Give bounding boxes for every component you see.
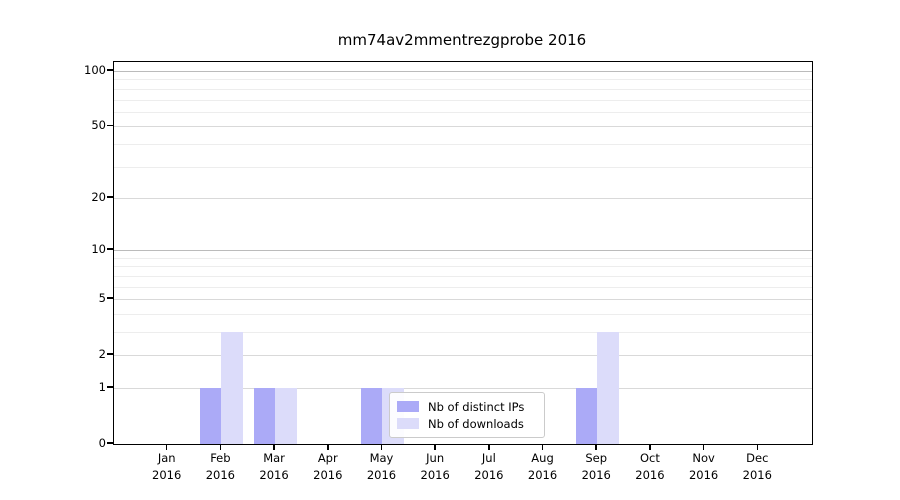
y-tick-mark [107, 353, 113, 355]
x-tick-mark [756, 444, 759, 450]
x-tick-mark [380, 444, 383, 450]
legend-swatch-distinct-ips [397, 401, 419, 412]
bar-downloads-mar [275, 387, 297, 444]
y-tick-label: 50 [91, 118, 106, 133]
x-tick-label-mar: Mar 2016 [259, 451, 289, 482]
x-tick-label-oct: Oct 2016 [635, 451, 665, 482]
chart-title: mm74av2mmentrezgprobe 2016 [337, 31, 587, 49]
y-tick-label: 1 [98, 379, 106, 394]
bar-downloads-sep [597, 331, 619, 444]
x-tick-label-sep: Sep 2016 [581, 451, 611, 482]
minor-gridline [114, 88, 812, 90]
major-gridline [114, 250, 812, 252]
x-tick-label-aug: Aug 2016 [527, 451, 558, 482]
bar-distinct-ips-sep [575, 387, 598, 444]
major-gridline [114, 299, 812, 301]
minor-gridline [114, 99, 812, 101]
y-tick-label: 20 [91, 189, 106, 204]
x-tick-label-apr: Apr 2016 [313, 451, 343, 482]
y-tick-mark [107, 124, 113, 127]
y-tick-label: 2 [98, 347, 106, 362]
plot-area: Nb of distinct IPs Nb of downloads [113, 61, 813, 445]
y-tick-label: 5 [98, 291, 106, 306]
legend: Nb of distinct IPs Nb of downloads [389, 392, 545, 438]
legend-label-distinct-ips: Nb of distinct IPs [428, 399, 525, 414]
x-tick-mark [434, 444, 436, 450]
x-tick-mark [595, 444, 597, 450]
bar-distinct-ips-feb [199, 387, 222, 444]
x-tick-mark [488, 444, 490, 450]
x-tick-mark [327, 444, 329, 450]
legend-item-distinct-ips: Nb of distinct IPs [397, 398, 537, 415]
major-gridline [114, 387, 812, 389]
bar-distinct-ips-mar [253, 387, 276, 444]
x-tick-mark [541, 444, 544, 450]
minor-gridline [114, 275, 812, 277]
y-tick-label: 10 [91, 242, 106, 257]
x-tick-label-may: May 2016 [366, 451, 397, 482]
x-tick-label-jun: Jun 2016 [420, 451, 450, 482]
legend-item-downloads: Nb of downloads [397, 415, 537, 432]
y-tick-mark [107, 248, 113, 250]
y-tick-mark [107, 69, 113, 71]
minor-gridline [114, 143, 812, 145]
minor-gridline [114, 266, 812, 268]
y-tick-label: 100 [84, 63, 106, 78]
bar-distinct-ips-may [360, 387, 383, 444]
x-tick-mark [273, 444, 275, 450]
x-tick-mark [649, 444, 651, 450]
y-tick-mark [107, 196, 113, 198]
x-tick-label-jan: Jan 2016 [152, 451, 182, 482]
minor-gridline [114, 79, 812, 81]
x-tick-mark [702, 444, 705, 450]
minor-gridline [114, 331, 812, 333]
x-tick-label-jul: Jul 2016 [474, 451, 504, 482]
minor-gridline [114, 257, 812, 259]
x-tick-mark [165, 444, 168, 450]
major-gridline [114, 126, 812, 128]
y-tick-mark [107, 442, 113, 444]
x-tick-label-feb: Feb 2016 [205, 451, 236, 482]
major-gridline [114, 71, 812, 73]
legend-swatch-downloads [397, 418, 419, 429]
minor-gridline [114, 111, 812, 113]
major-gridline [114, 355, 812, 357]
x-tick-mark [219, 444, 222, 450]
legend-label-downloads: Nb of downloads [428, 416, 524, 431]
minor-gridline [114, 166, 812, 168]
y-tick-label: 0 [98, 436, 106, 450]
bar-downloads-feb [221, 331, 243, 444]
y-tick-mark [107, 297, 113, 299]
x-tick-label-nov: Nov 2016 [688, 451, 719, 482]
minor-gridline [114, 286, 812, 288]
y-tick-mark [107, 386, 113, 388]
major-gridline [114, 197, 812, 199]
minor-gridline [114, 313, 812, 315]
x-tick-label-dec: Dec 2016 [742, 451, 772, 482]
